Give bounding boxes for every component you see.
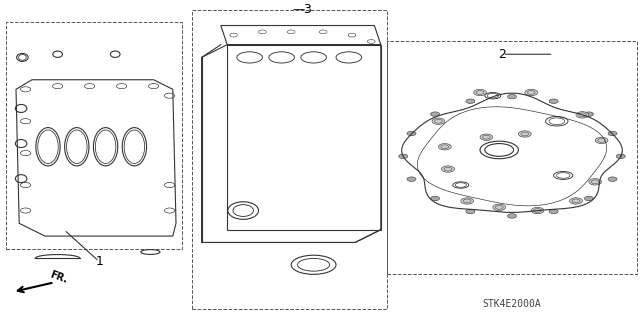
- Circle shape: [549, 209, 558, 214]
- Text: 2: 2: [499, 48, 506, 61]
- Circle shape: [474, 89, 486, 96]
- Circle shape: [531, 207, 544, 214]
- Circle shape: [584, 196, 593, 201]
- Circle shape: [480, 134, 493, 140]
- Circle shape: [399, 154, 408, 159]
- Circle shape: [576, 112, 589, 118]
- Text: 3: 3: [303, 3, 311, 16]
- Circle shape: [466, 99, 475, 103]
- Circle shape: [407, 131, 416, 136]
- Circle shape: [589, 179, 602, 185]
- Circle shape: [570, 198, 582, 204]
- Text: STK4E2000A: STK4E2000A: [483, 300, 541, 309]
- Circle shape: [466, 209, 475, 214]
- Circle shape: [442, 166, 454, 172]
- Text: FR.: FR.: [48, 269, 68, 285]
- Circle shape: [608, 131, 617, 136]
- Circle shape: [438, 144, 451, 150]
- Circle shape: [508, 94, 516, 99]
- Circle shape: [608, 177, 617, 182]
- Circle shape: [518, 131, 531, 137]
- Circle shape: [616, 154, 625, 159]
- Circle shape: [432, 118, 445, 124]
- Circle shape: [461, 198, 474, 204]
- Circle shape: [595, 137, 608, 144]
- Circle shape: [549, 99, 558, 103]
- Circle shape: [407, 177, 416, 182]
- Circle shape: [584, 112, 593, 116]
- Text: 1: 1: [95, 255, 103, 268]
- Circle shape: [525, 89, 538, 96]
- Circle shape: [493, 204, 506, 211]
- Circle shape: [431, 112, 440, 116]
- Circle shape: [508, 214, 516, 218]
- Circle shape: [431, 196, 440, 201]
